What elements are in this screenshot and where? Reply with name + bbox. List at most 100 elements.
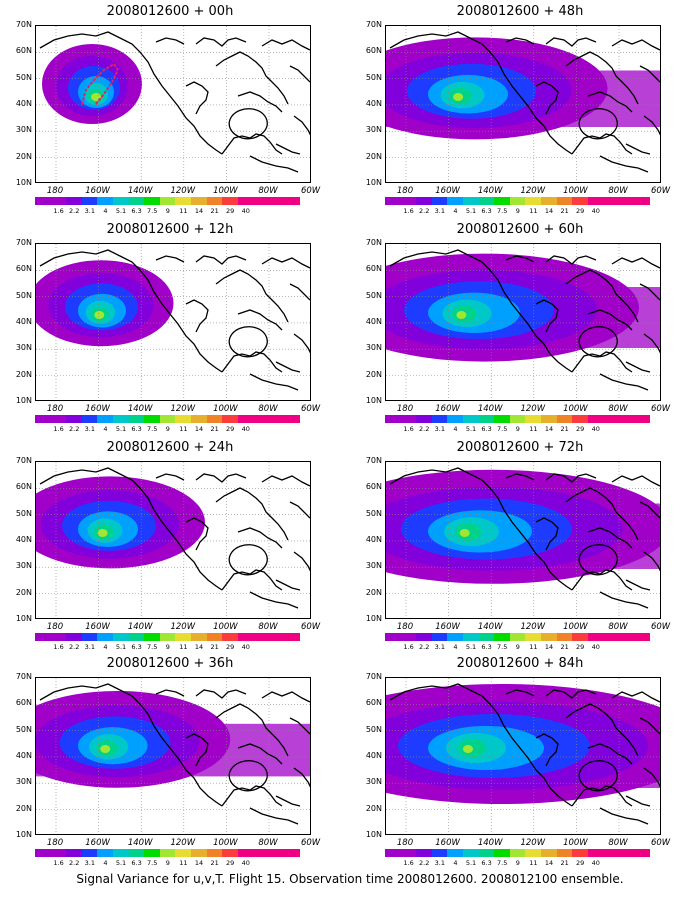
colorbar-label: 11 xyxy=(179,425,188,433)
coastline xyxy=(505,689,535,697)
lat-tick-label: 10N xyxy=(365,613,382,623)
colorbar-swatch xyxy=(237,197,254,205)
coastline xyxy=(39,467,223,591)
colorbar-swatch xyxy=(269,197,285,205)
coastline xyxy=(289,717,310,735)
map-area xyxy=(35,243,311,401)
coastline xyxy=(571,133,633,155)
colorbar-label: 11 xyxy=(529,643,538,651)
colorbar-label: 4 xyxy=(453,207,458,215)
colorbar-label: 6.3 xyxy=(131,207,142,215)
lat-tick-label: 20N xyxy=(15,587,32,597)
colorbar-label: 40 xyxy=(591,207,600,215)
colorbar-swatch xyxy=(35,197,51,205)
lon-tick-label: 180 xyxy=(396,838,414,848)
lat-tick-label: 30N xyxy=(15,125,32,135)
colorbar-swatch xyxy=(81,197,98,205)
lat-tick-label: 50N xyxy=(365,290,382,300)
coastline xyxy=(643,115,660,136)
colorbar-label: 29 xyxy=(576,859,585,867)
colorbar-label: 21 xyxy=(560,207,569,215)
colorbar-swatch xyxy=(50,197,67,205)
colorbar-swatch xyxy=(284,849,301,857)
colorbar-label: 21 xyxy=(210,643,219,651)
colorbar-label: 2.2 xyxy=(69,859,80,867)
map-svg xyxy=(36,26,310,182)
coastline xyxy=(261,257,310,269)
coastline xyxy=(228,544,268,576)
colorbar-label: 21 xyxy=(560,425,569,433)
lon-tick-label: 140W xyxy=(477,838,503,848)
lon-tick-label: 100W xyxy=(563,622,588,632)
coastline xyxy=(249,373,299,391)
coastline xyxy=(261,39,310,51)
colorbar-label: 14 xyxy=(194,425,204,433)
colorbar-swatch xyxy=(113,415,129,423)
colorbar-swatch xyxy=(572,415,588,423)
coastline xyxy=(228,108,268,140)
flight-track xyxy=(81,62,120,105)
colorbar-swatch xyxy=(35,633,51,641)
colorbar-label: 40 xyxy=(591,859,600,867)
lon-tick-label: 160W xyxy=(85,404,110,414)
coastline xyxy=(639,501,660,519)
colorbar-label: 9 xyxy=(165,425,170,433)
colorbar-swatch xyxy=(478,197,495,205)
coastline xyxy=(237,527,283,549)
lon-tick-label: 60W xyxy=(650,186,671,196)
colorbar-label: 14 xyxy=(544,643,554,651)
lon-tick-label: 120W xyxy=(520,838,546,848)
colorbar-swatch xyxy=(525,849,541,857)
colorbar-label: 4 xyxy=(103,859,108,867)
colorbar-label: 9 xyxy=(515,207,520,215)
coastline xyxy=(587,309,633,331)
colorbar xyxy=(385,415,667,423)
lat-tick-label: 50N xyxy=(15,724,32,734)
lon-tick-label: 160W xyxy=(435,622,460,632)
colorbar-swatch xyxy=(50,849,67,857)
colorbar-label: 21 xyxy=(210,207,219,215)
coastline xyxy=(639,65,660,83)
coastline xyxy=(389,249,573,373)
colorbar-swatch xyxy=(222,197,238,205)
coastline xyxy=(505,37,535,45)
map-area xyxy=(35,677,311,835)
lat-tick-label: 40N xyxy=(365,98,382,108)
coastline xyxy=(535,299,559,333)
coastline xyxy=(535,733,559,767)
coastline xyxy=(275,361,301,373)
colorbar-swatch xyxy=(237,633,254,641)
colorbar-swatch xyxy=(509,415,526,423)
colorbar-swatch xyxy=(206,849,223,857)
colorbar-label: 1.6 xyxy=(403,207,414,215)
lon-tick-label: 120W xyxy=(170,404,196,414)
colorbar-label: 14 xyxy=(544,859,554,867)
colorbar-swatch xyxy=(603,197,619,205)
colorbar-label: 40 xyxy=(591,643,600,651)
colorbar-swatch xyxy=(478,633,495,641)
lon-tick-label: 80W xyxy=(608,186,628,196)
coastline xyxy=(639,717,660,735)
lat-tick-label: 50N xyxy=(15,72,32,82)
colorbar-swatch xyxy=(97,849,113,857)
lat-tick-label: 50N xyxy=(365,72,382,82)
colorbar-label: 1.6 xyxy=(53,859,64,867)
colorbar-swatch xyxy=(603,849,619,857)
coastline xyxy=(643,767,660,788)
colorbar-swatch xyxy=(144,197,160,205)
colorbar-swatch xyxy=(603,633,619,641)
coastline xyxy=(505,255,535,263)
colorbar-label: 14 xyxy=(544,207,554,215)
lat-tick-label: 50N xyxy=(15,508,32,518)
lat-tick-label: 70N xyxy=(365,238,382,247)
lat-tick-label: 40N xyxy=(365,750,382,760)
coastline xyxy=(237,743,283,765)
colorbar-swatch xyxy=(525,633,541,641)
colorbar-swatch xyxy=(144,849,160,857)
coastline xyxy=(221,569,283,591)
coastline xyxy=(195,255,247,265)
lon-tick-label: 140W xyxy=(127,186,153,196)
colorbar-label: 40 xyxy=(241,643,250,651)
colorbar-swatch xyxy=(494,197,510,205)
colorbar-swatch xyxy=(619,849,635,857)
